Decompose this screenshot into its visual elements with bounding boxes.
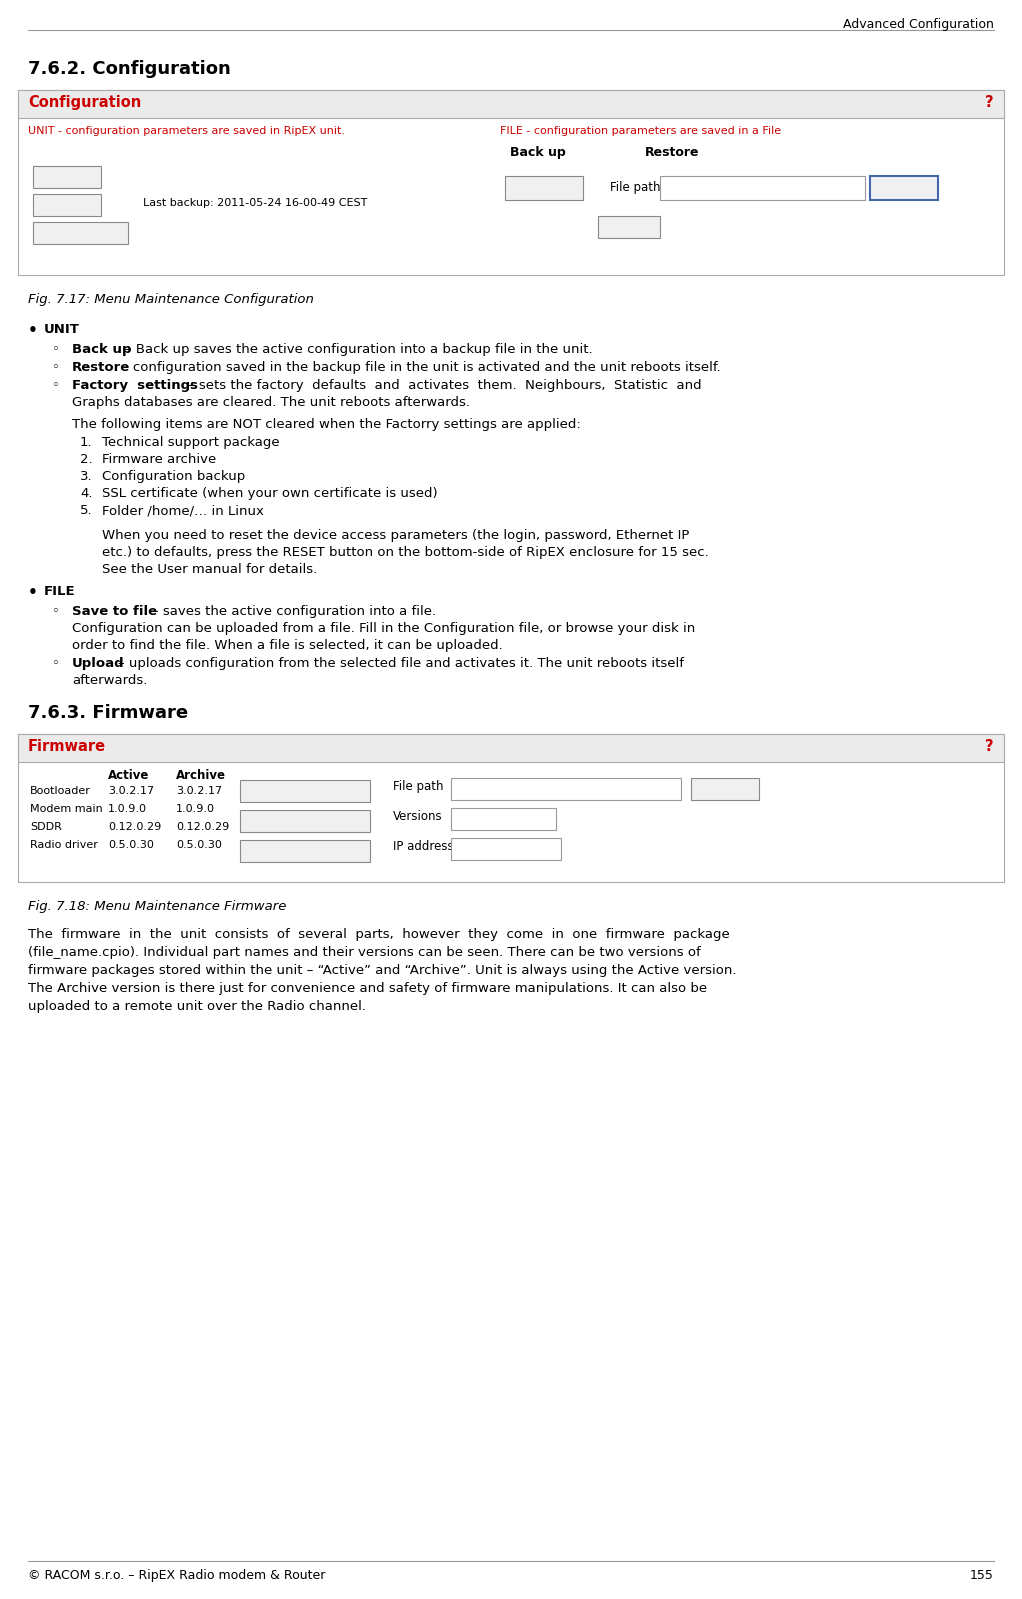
Text: – configuration saved in the backup file in the unit is activated and the unit r: – configuration saved in the backup file…	[122, 361, 721, 374]
Text: Advanced Configuration: Advanced Configuration	[843, 18, 994, 30]
Text: Configuration: Configuration	[28, 94, 141, 110]
Text: FILE: FILE	[44, 585, 76, 598]
Text: Configuration can be uploaded from a file. Fill in the Configuration file, or br: Configuration can be uploaded from a fil…	[72, 622, 695, 635]
Text: Versions: Versions	[393, 811, 443, 823]
Text: Factory settings: Factory settings	[36, 229, 125, 238]
Text: The following items are NOT cleared when the Factorry settings are applied:: The following items are NOT cleared when…	[72, 417, 580, 432]
Text: ◦: ◦	[52, 604, 60, 617]
Text: Firmware archive: Firmware archive	[102, 453, 217, 465]
Text: Technical support package: Technical support package	[102, 437, 280, 449]
Text: Folder /home/… in Linux: Folder /home/… in Linux	[102, 504, 264, 516]
Text: SDDR: SDDR	[30, 822, 62, 831]
Text: See the User manual for details.: See the User manual for details.	[102, 563, 317, 576]
Text: SSL certificate (when your own certificate is used): SSL certificate (when your own certifica…	[102, 488, 437, 500]
Text: etc.) to defaults, press the RESET button on the bottom-side of RipEX enclosure : etc.) to defaults, press the RESET butto…	[102, 545, 708, 560]
Text: Modem main: Modem main	[30, 804, 103, 814]
Text: 7.6.3. Firmware: 7.6.3. Firmware	[28, 704, 188, 723]
Text: Configuration backup: Configuration backup	[102, 470, 245, 483]
Text: 3.0.2.17: 3.0.2.17	[176, 787, 222, 796]
Text: Radio driver: Radio driver	[30, 839, 98, 851]
Text: order to find the file. When a file is selected, it can be uploaded.: order to find the file. When a file is s…	[72, 640, 503, 652]
Text: File path: File path	[393, 780, 444, 793]
Text: Copy Archive to station: Copy Archive to station	[240, 846, 370, 855]
Text: ?: ?	[985, 739, 994, 755]
Text: When you need to reset the device access parameters (the login, password, Ethern: When you need to reset the device access…	[102, 529, 690, 542]
Text: © RACOM s.r.o. – RipEX Radio modem & Router: © RACOM s.r.o. – RipEX Radio modem & Rou…	[28, 1569, 325, 1581]
Text: The Archive version is there just for convenience and safety of firmware manipul: The Archive version is there just for co…	[28, 982, 707, 995]
Text: 2.: 2.	[80, 453, 93, 465]
Text: Browse...: Browse...	[878, 182, 930, 193]
Text: – Back up saves the active configuration into a backup file in the unit.: – Back up saves the active configuration…	[125, 344, 593, 357]
Text: 0.12.0.29: 0.12.0.29	[176, 822, 229, 831]
Text: ◦: ◦	[52, 379, 60, 392]
Text: Back up: Back up	[45, 173, 89, 182]
Text: – sets the factory  defaults  and  activates  them.  Neighbours,  Statistic  and: – sets the factory defaults and activate…	[188, 379, 702, 392]
Text: 0.5.0.30: 0.5.0.30	[176, 839, 222, 851]
Text: 3.0.2.17: 3.0.2.17	[108, 787, 154, 796]
Text: 4.: 4.	[80, 488, 93, 500]
Text: Only different: Only different	[455, 814, 527, 823]
Text: Last backup: 2011-05-24 16-00-49 CEST: Last backup: 2011-05-24 16-00-49 CEST	[143, 198, 367, 208]
Text: ◦: ◦	[52, 361, 60, 374]
Text: Fig. 7.18: Menu Maintenance Firmware: Fig. 7.18: Menu Maintenance Firmware	[28, 900, 286, 913]
Text: •: •	[28, 585, 38, 600]
Text: ◦: ◦	[52, 344, 60, 357]
Text: Archive to Active: Archive to Active	[258, 815, 353, 827]
Text: – uploads configuration from the selected file and activates it. The unit reboot: – uploads configuration from the selecte…	[118, 657, 684, 670]
Text: Save to file: Save to file	[513, 182, 575, 193]
Text: 0.12.0.29: 0.12.0.29	[108, 822, 161, 831]
Text: Graphs databases are cleared. The unit reboots afterwards.: Graphs databases are cleared. The unit r…	[72, 397, 470, 409]
Text: Restore: Restore	[72, 361, 130, 374]
Text: 5.: 5.	[80, 504, 93, 516]
Text: 0.5.0.30: 0.5.0.30	[108, 839, 154, 851]
Text: 155: 155	[970, 1569, 994, 1581]
Text: ?: ?	[985, 94, 994, 110]
Text: UNIT - configuration parameters are saved in RipEX unit.: UNIT - configuration parameters are save…	[28, 126, 345, 136]
Text: 1.: 1.	[80, 437, 93, 449]
Text: afterwards.: afterwards.	[72, 675, 147, 688]
Text: uploaded to a remote unit over the Radio channel.: uploaded to a remote unit over the Radio…	[28, 999, 366, 1014]
Text: The  firmware  in  the  unit  consists  of  several  parts,  however  they  come: The firmware in the unit consists of sev…	[28, 927, 730, 940]
Text: ◦: ◦	[52, 657, 60, 670]
Text: Factory  settings: Factory settings	[72, 379, 198, 392]
Text: Upload: Upload	[72, 657, 125, 670]
Text: IP address: IP address	[393, 839, 454, 852]
Text: UNIT: UNIT	[44, 323, 80, 336]
Text: firmware packages stored within the unit – “Active” and “Archive”. Unit is alway: firmware packages stored within the unit…	[28, 964, 737, 977]
Text: (file_name.cpio). Individual part names and their versions can be seen. There ca: (file_name.cpio). Individual part names …	[28, 947, 701, 959]
Text: Save to file: Save to file	[72, 604, 157, 617]
Text: Fig. 7.17: Menu Maintenance Configuration: Fig. 7.17: Menu Maintenance Configuratio…	[28, 293, 314, 305]
Text: 1.0.9.0: 1.0.9.0	[108, 804, 147, 814]
Text: Upload to archive: Upload to archive	[256, 787, 355, 796]
Text: 3.: 3.	[80, 470, 93, 483]
Text: Back up: Back up	[72, 344, 132, 357]
Text: Restore: Restore	[645, 146, 699, 158]
Text: Bootloader: Bootloader	[30, 787, 91, 796]
Text: 7.6.2. Configuration: 7.6.2. Configuration	[28, 61, 231, 78]
Text: Restore: Restore	[46, 200, 88, 209]
Text: Browse...: Browse...	[699, 784, 751, 795]
Text: FILE - configuration parameters are saved in a File: FILE - configuration parameters are save…	[500, 126, 781, 136]
Text: Active: Active	[108, 769, 149, 782]
Text: Archive: Archive	[176, 769, 226, 782]
Text: Back up: Back up	[510, 146, 566, 158]
Text: File path: File path	[610, 182, 660, 195]
Text: ▼: ▼	[545, 814, 552, 823]
Text: – saves the active configuration into a file.: – saves the active configuration into a …	[152, 604, 436, 617]
Text: Firmware: Firmware	[28, 739, 106, 755]
Text: 1.0.9.0: 1.0.9.0	[176, 804, 215, 814]
Text: •: •	[28, 323, 38, 337]
Text: Upload: Upload	[609, 222, 649, 232]
